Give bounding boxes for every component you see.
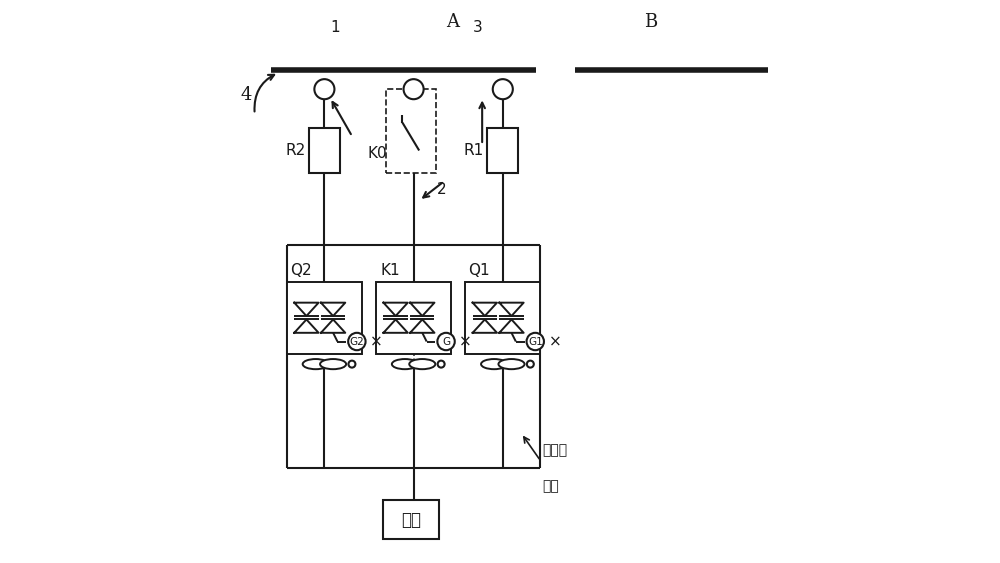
Polygon shape — [321, 303, 345, 316]
Ellipse shape — [303, 359, 329, 369]
Polygon shape — [410, 319, 434, 333]
Bar — [376, 282, 451, 354]
Text: 4: 4 — [241, 86, 252, 104]
Circle shape — [348, 361, 355, 368]
Ellipse shape — [498, 359, 525, 369]
Text: 感器: 感器 — [542, 479, 559, 493]
Bar — [287, 282, 362, 354]
Ellipse shape — [481, 359, 507, 369]
Bar — [487, 128, 518, 173]
Text: 2: 2 — [437, 182, 446, 197]
Circle shape — [348, 333, 366, 350]
Text: G: G — [442, 337, 450, 346]
Ellipse shape — [320, 359, 346, 369]
Bar — [465, 282, 540, 354]
Text: R1: R1 — [464, 143, 484, 158]
Polygon shape — [294, 303, 319, 316]
Circle shape — [527, 333, 544, 350]
Text: Q2: Q2 — [290, 263, 312, 278]
Text: G2: G2 — [349, 337, 364, 346]
Text: ×: × — [549, 334, 561, 349]
Text: Q1: Q1 — [469, 263, 490, 278]
Text: ×: × — [459, 334, 472, 349]
Circle shape — [438, 361, 445, 368]
Polygon shape — [383, 303, 408, 316]
Ellipse shape — [392, 359, 418, 369]
Text: B: B — [644, 14, 657, 32]
Circle shape — [527, 361, 534, 368]
Circle shape — [404, 79, 424, 99]
Text: K0: K0 — [368, 146, 387, 161]
Polygon shape — [473, 319, 497, 333]
Polygon shape — [499, 303, 524, 316]
Ellipse shape — [409, 359, 435, 369]
Text: G1: G1 — [528, 337, 543, 346]
Polygon shape — [473, 303, 497, 316]
Text: K1: K1 — [380, 263, 400, 278]
Text: ×: × — [370, 334, 383, 349]
Bar — [386, 89, 436, 173]
Circle shape — [437, 333, 455, 350]
Text: A: A — [446, 14, 459, 32]
Polygon shape — [499, 319, 524, 333]
Text: 负载: 负载 — [401, 511, 421, 529]
Text: R2: R2 — [285, 143, 306, 158]
Polygon shape — [410, 303, 434, 316]
Bar — [309, 128, 340, 173]
Circle shape — [493, 79, 513, 99]
Polygon shape — [294, 319, 319, 333]
Polygon shape — [383, 319, 408, 333]
Polygon shape — [321, 319, 345, 333]
Text: 3: 3 — [473, 20, 483, 35]
Text: 电流互: 电流互 — [542, 444, 567, 457]
Text: 1: 1 — [331, 20, 340, 35]
Circle shape — [314, 79, 334, 99]
Bar — [383, 500, 439, 539]
